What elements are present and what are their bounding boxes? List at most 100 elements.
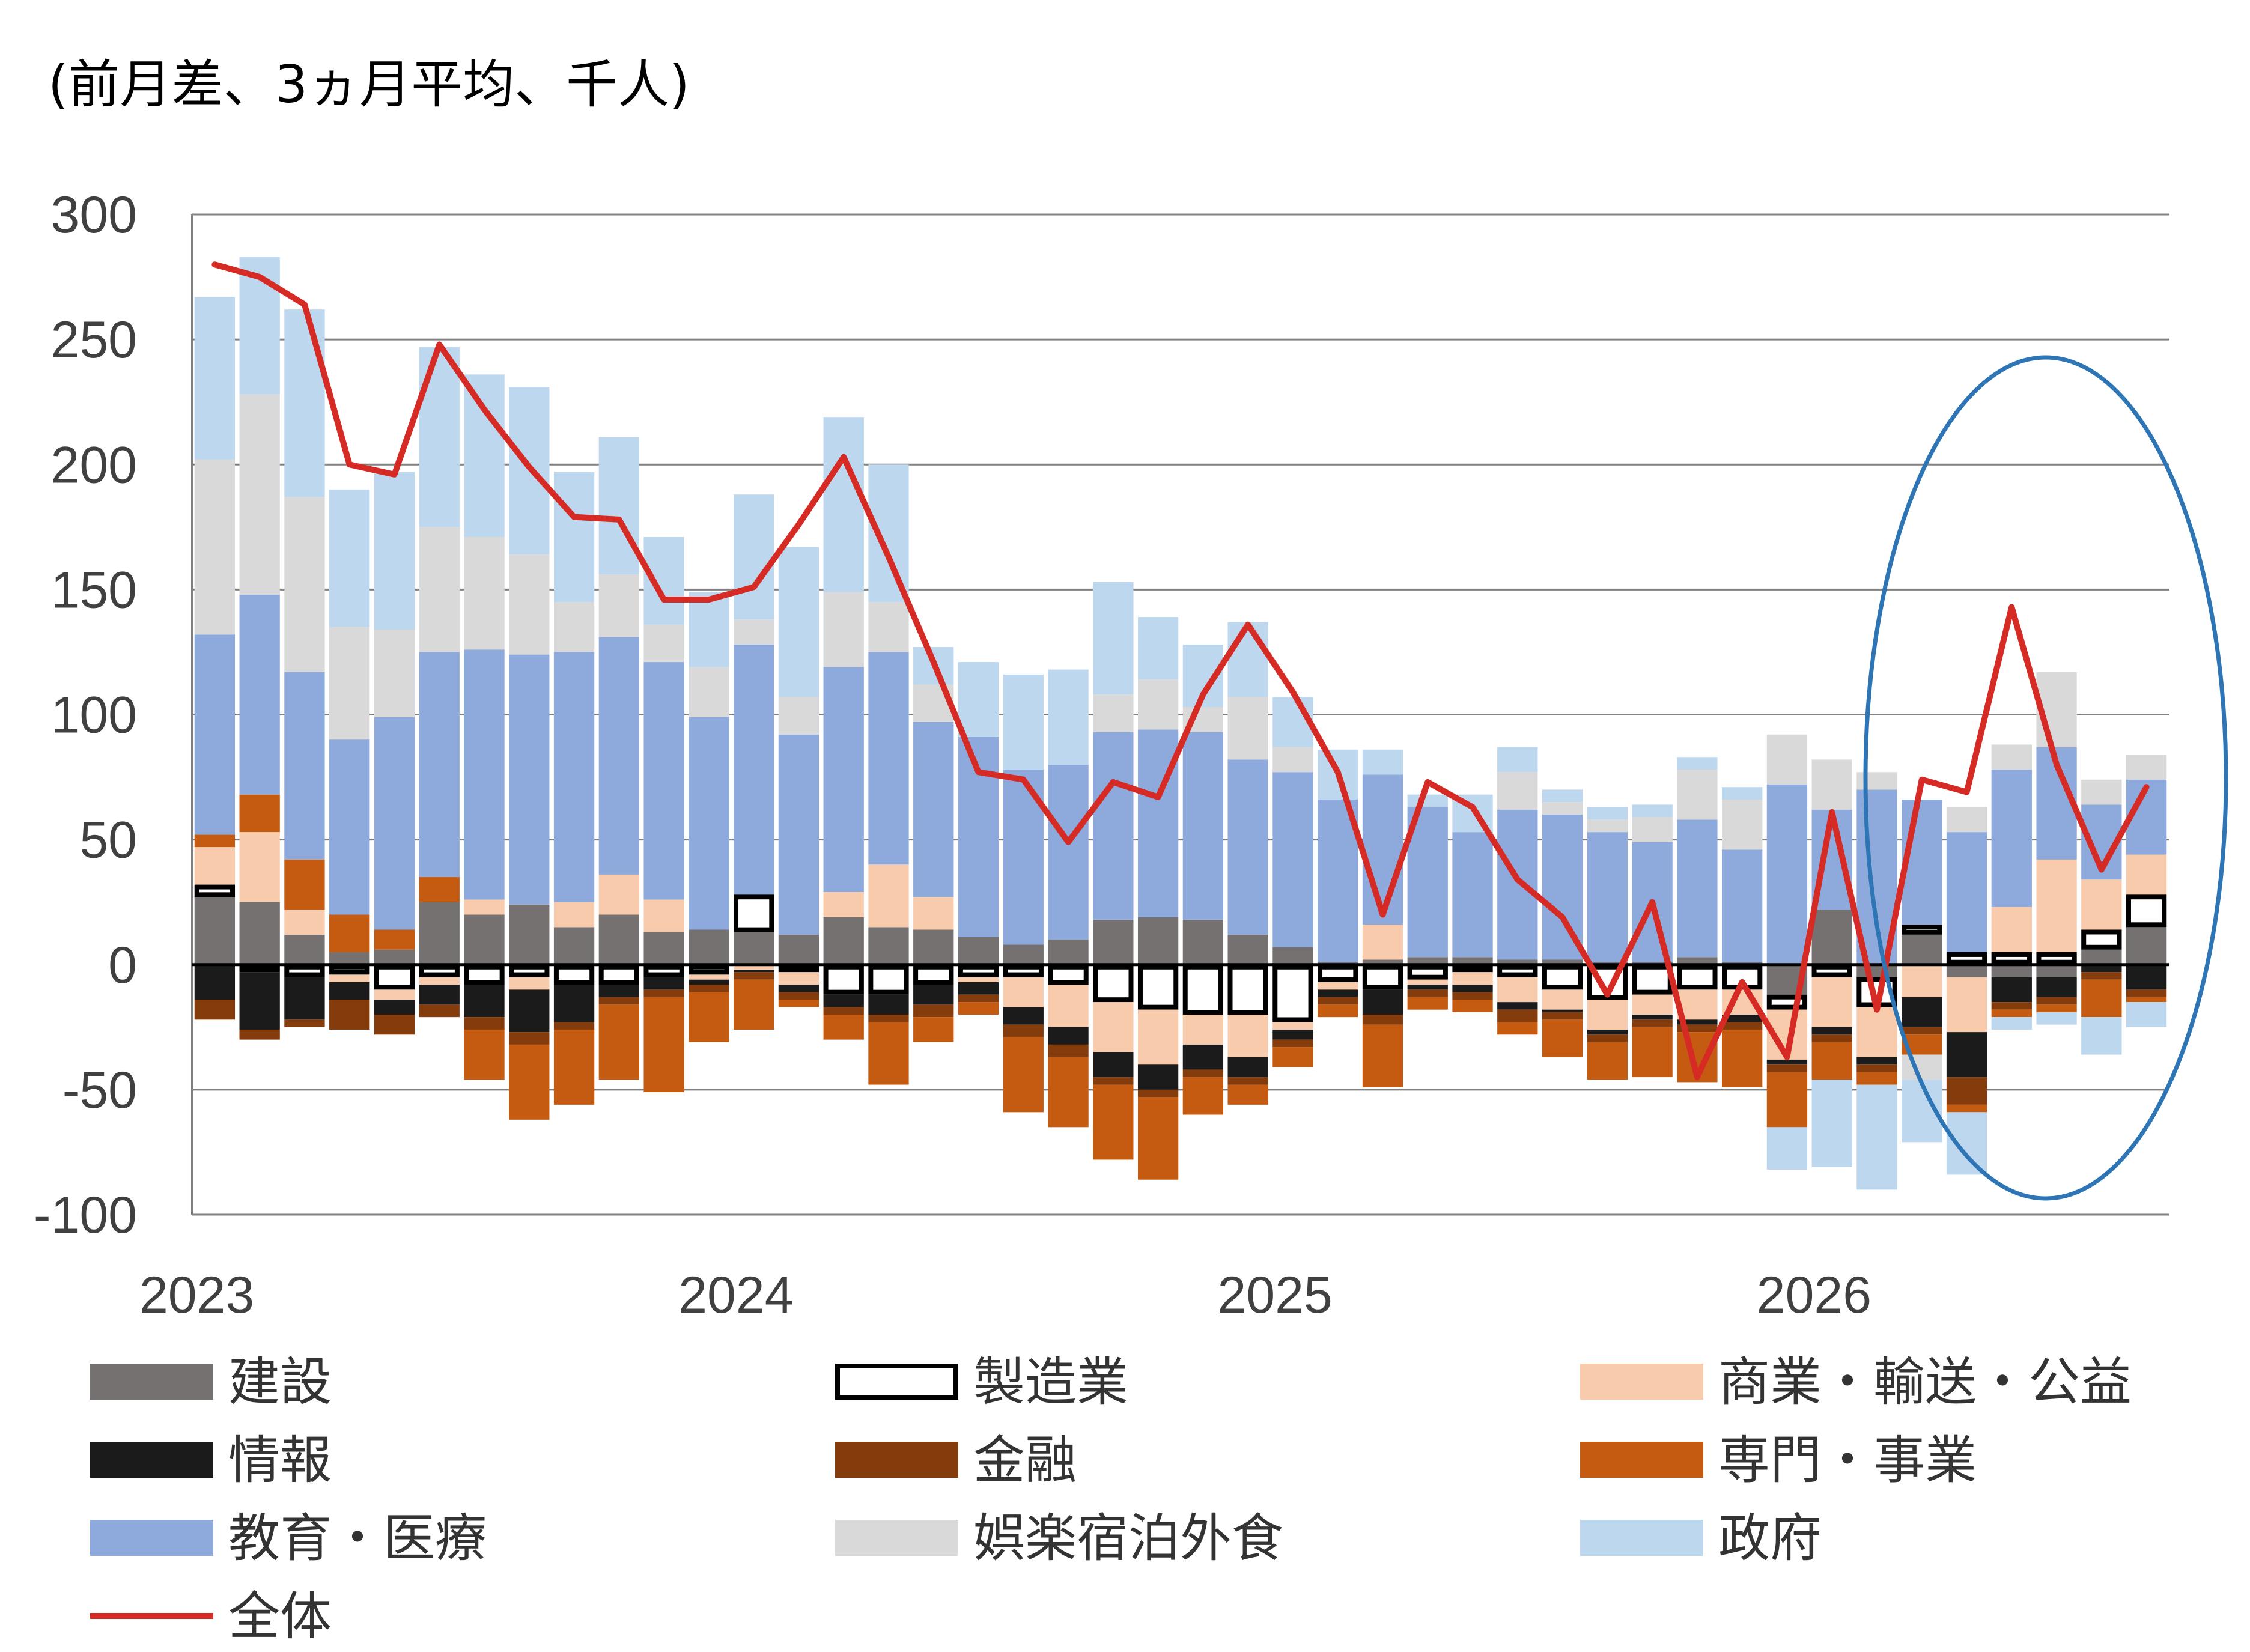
bar-segment [1856,1007,1897,1057]
legend-swatch [835,1520,958,1556]
bar-segment [284,497,325,672]
bar-segment [734,970,774,973]
legend-label: 専門・事業 [1718,1430,1977,1490]
bar-segment [2036,952,2077,965]
bar-segment [734,932,774,965]
bar-segment [1632,1019,1673,1027]
y-tick-label: 50 [79,812,137,869]
bar-segment [284,309,325,497]
bar-segment [1811,964,1852,977]
bar-segment [958,964,999,977]
bar-segment [778,547,819,697]
bar-segment [194,884,236,897]
bar-segment [1497,959,1538,965]
bar-segment [734,972,774,980]
bar-segment [778,1000,819,1007]
bar-segment [2036,977,2077,997]
bar-segment [374,989,415,1000]
bar-segment [643,997,684,1093]
bar-segment [1856,964,1897,977]
bar-segment [1137,964,1179,1010]
bar-segment [1946,952,1987,965]
bar-segment [419,977,460,985]
bar-segment [913,721,954,897]
bar-segment [509,1032,550,1045]
bar-segment [2036,1004,2077,1012]
bar-segment [553,1022,595,1030]
bar-segment [1497,809,1538,960]
bar-segment [1318,982,1358,990]
bar-segment [553,964,595,985]
bar-segment [1497,772,1538,810]
y-tick-label: 250 [51,311,138,369]
bar-segment [598,637,639,875]
bar-segment [913,929,954,965]
bar-segment [1318,1004,1358,1018]
bar-segment [374,964,415,990]
bar-segment [2126,854,2167,895]
legend-label: 全体 [228,1587,332,1647]
bar-segment [1452,832,1493,958]
bar-segment [1182,1044,1224,1070]
bar-segment [913,964,954,985]
bar-segment [1182,732,1224,920]
bar-segment [1811,1042,1852,1080]
bar-segment [1182,919,1224,965]
unit-label: (前月差、3ヵ月平均、千人) [48,55,690,115]
bar-segment [1722,1029,1763,1087]
bar-segment [194,634,236,835]
bar-segment [1946,964,1987,977]
bar-segment [778,992,819,1000]
x-tick-label: 2023 [139,1266,254,1324]
bar-segment [643,932,684,965]
bar-segment [1093,1084,1134,1160]
legend-swatch [1580,1364,1703,1400]
bar-segment [1362,959,1403,965]
bar-segment [823,964,864,995]
bar-segment [374,472,415,630]
bar-segment [1946,1112,1987,1175]
x-tick-label: 2025 [1217,1266,1332,1324]
bar-segment [1093,582,1134,695]
bar-segment [913,985,954,1005]
y-tick-label: -50 [62,1061,137,1119]
bar-segment [419,1004,460,1018]
bar-segment [913,897,954,930]
bar-segment [329,982,370,1000]
bar-segment [1991,770,2032,908]
bar-segment [419,985,460,1005]
legend-label: 情報 [228,1430,332,1490]
bar-segment [1991,952,2032,965]
bar-segment [464,649,505,900]
bar-segment [1452,964,1493,973]
bar-segment [2126,989,2167,997]
bar-segment [1497,964,1538,977]
legend-label: 政府 [1718,1508,1822,1568]
y-tick-label: 100 [51,687,138,744]
bar-segment [1946,1104,1987,1113]
bar-segment [1137,1089,1179,1098]
bar-segment [329,964,370,975]
bar-segment [464,1029,505,1080]
bar-segment [2081,929,2122,950]
bar-segment [329,1000,370,1030]
bar-segment [1048,1057,1089,1128]
y-tick-label: 0 [108,937,137,994]
bar-segment [2081,779,2122,805]
bar-segment [284,1019,325,1027]
bar-segment [1048,964,1089,985]
bar-segment [2081,972,2122,980]
bar-segment [778,964,819,973]
x-tick-label: 2024 [678,1266,793,1324]
bar-segment [553,1029,595,1105]
bar-segment [329,739,370,915]
bar-segment [509,964,550,977]
x-tick-label: 2026 [1757,1266,1871,1324]
stacked-bars [192,257,2169,1190]
bar-segment [958,994,999,1003]
bar-segment [868,464,909,603]
bar-segment [194,1000,236,1020]
bar-segment [1902,925,1942,935]
bar-segment [1272,1029,1313,1040]
bar-segment [1902,1054,1942,1080]
